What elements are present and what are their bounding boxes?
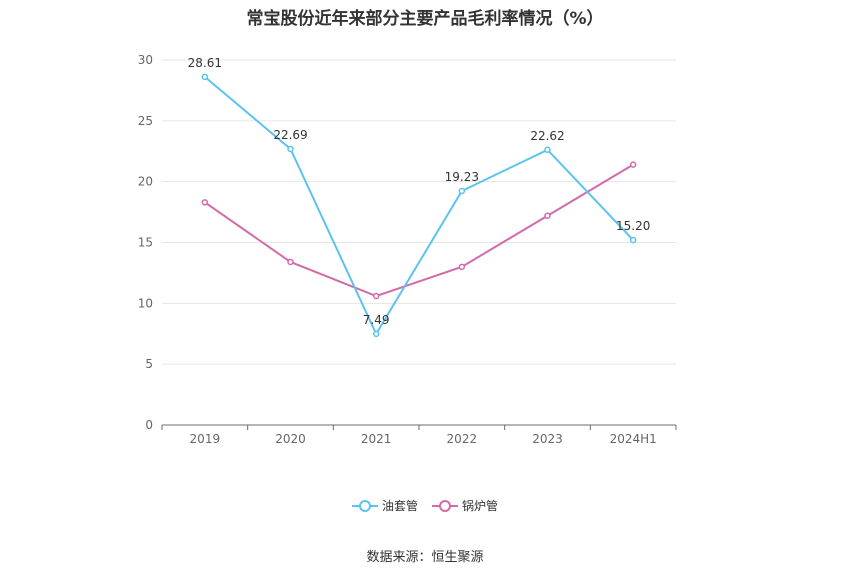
legend-label: 锅炉管 [462,499,499,513]
legend-label: 油套管 [381,499,418,513]
data-labels: 28.61 22.69 7.49 19.23 22.62 15.20 [188,56,651,327]
data-point[interactable] [287,145,294,153]
data-point[interactable] [372,330,380,338]
data-source: 数据来源：恒生聚源 [366,550,484,565]
axes: 0 5 10 15 20 25 30 2019 2020 2021 2022 2023 2024H1 [138,53,677,446]
series-lines [201,73,637,338]
x-tick-label: 2021 [361,432,392,446]
data-point[interactable] [201,199,209,206]
data-point[interactable] [629,161,637,168]
x-tick-label: 2019 [190,432,221,446]
legend-item-series-2[interactable]: 锅炉管 [432,497,498,514]
data-label: 28.61 [188,56,222,70]
y-tick-label: 10 [138,296,153,310]
y-tick-label: 15 [138,236,153,250]
y-tick-label: 0 [145,418,153,432]
legend: 油套管 锅炉管 [0,497,850,514]
x-tick-label: 2020 [275,432,306,446]
grid-lines [162,59,676,365]
data-point[interactable] [372,292,380,300]
x-tick-label: 2023 [532,432,563,446]
data-point[interactable] [201,73,209,81]
data-point[interactable] [629,236,637,244]
series-line-1 [204,76,634,337]
data-label: 15.20 [616,219,650,233]
y-tick-label: 25 [138,114,153,128]
legend-item-series-1[interactable]: 油套管 [351,497,418,514]
series-line-2 [204,163,634,298]
x-tick-label: 2022 [447,432,478,446]
y-tick-label: 30 [138,53,153,67]
legend-marker-icon [432,499,458,513]
legend-marker-icon [351,499,378,513]
data-label: 22.62 [530,129,564,143]
y-tick-label: 5 [145,357,153,371]
x-tick-label: 2024H1 [610,432,657,446]
data-point[interactable] [458,263,466,271]
data-label: 19.23 [445,170,479,184]
chart-title: 常宝股份近年来部分主要产品毛利率情况（%） [246,9,604,29]
data-point[interactable] [544,212,551,219]
data-label: 22.69 [273,128,307,142]
data-point[interactable] [544,146,551,154]
y-tick-label: 20 [138,175,153,189]
data-point[interactable] [458,187,466,195]
data-point[interactable] [287,258,294,266]
data-label: 7.49 [363,313,390,327]
